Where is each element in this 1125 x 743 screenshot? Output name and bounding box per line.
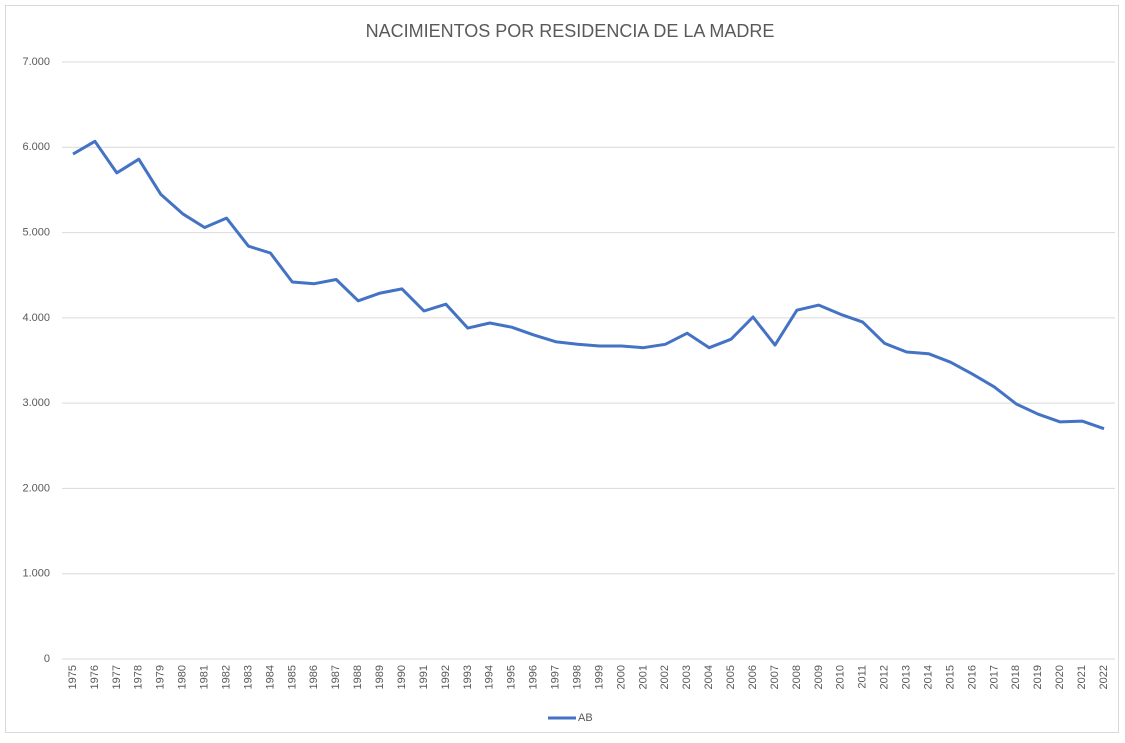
y-tick-label: 0 bbox=[44, 653, 50, 665]
x-tick-label: 1982 bbox=[220, 665, 232, 689]
x-tick-label: 1975 bbox=[67, 665, 79, 689]
x-tick-label: 2000 bbox=[615, 665, 627, 689]
x-tick-label: 2013 bbox=[901, 665, 913, 689]
x-tick-label: 1991 bbox=[418, 665, 430, 689]
x-tick-label: 1983 bbox=[242, 665, 254, 689]
x-tick-label: 1998 bbox=[571, 665, 583, 689]
x-tick-label: 2016 bbox=[966, 665, 978, 689]
y-tick-label: 4.000 bbox=[22, 312, 50, 324]
x-tick-label: 2020 bbox=[1054, 665, 1066, 689]
chart-title: NACIMIENTOS POR RESIDENCIA DE LA MADRE bbox=[366, 21, 775, 41]
x-tick-label: 1994 bbox=[484, 665, 496, 689]
x-tick-label: 1992 bbox=[440, 665, 452, 689]
x-tick-label: 1989 bbox=[374, 665, 386, 689]
x-tick-label: 2012 bbox=[879, 665, 891, 689]
x-tick-label: 1995 bbox=[506, 665, 518, 689]
x-tick-label: 1986 bbox=[308, 665, 320, 689]
legend-label: AB bbox=[578, 712, 593, 724]
x-tick-label: 2006 bbox=[747, 665, 759, 689]
x-tick-label: 1980 bbox=[177, 665, 189, 689]
x-tick-label: 2021 bbox=[1076, 665, 1088, 689]
x-tick-label: 2015 bbox=[944, 665, 956, 689]
x-tick-label: 1988 bbox=[352, 665, 364, 689]
x-tick-label: 2019 bbox=[1032, 665, 1044, 689]
x-tick-label: 2003 bbox=[681, 665, 693, 689]
chart-border bbox=[5, 5, 1119, 733]
x-tick-label: 1978 bbox=[133, 665, 145, 689]
x-tick-label: 2011 bbox=[857, 665, 869, 689]
y-tick-label: 5.000 bbox=[22, 226, 50, 238]
x-tick-label: 1984 bbox=[264, 665, 276, 689]
y-tick-label: 2.000 bbox=[22, 482, 50, 494]
x-tick-label: 2009 bbox=[813, 665, 825, 689]
x-tick-label: 1981 bbox=[199, 665, 211, 689]
x-tick-label: 1976 bbox=[89, 665, 101, 689]
x-tick-label: 1996 bbox=[528, 665, 540, 689]
x-tick-label: 2008 bbox=[791, 665, 803, 689]
x-tick-label: 2018 bbox=[1010, 665, 1022, 689]
x-tick-label: 1990 bbox=[396, 665, 408, 689]
x-tick-label: 2010 bbox=[835, 665, 847, 689]
y-tick-label: 7.000 bbox=[22, 56, 50, 68]
x-tick-label: 1997 bbox=[550, 665, 562, 689]
x-tick-label: 2017 bbox=[988, 665, 1000, 689]
x-tick-label: 2004 bbox=[703, 665, 715, 689]
y-tick-label: 3.000 bbox=[22, 397, 50, 409]
y-tick-label: 6.000 bbox=[22, 141, 50, 153]
x-tick-label: 1987 bbox=[330, 665, 342, 689]
x-tick-label: 2022 bbox=[1098, 665, 1110, 689]
x-tick-label: 1977 bbox=[111, 665, 123, 689]
x-tick-label: 1985 bbox=[286, 665, 298, 689]
y-tick-label: 1.000 bbox=[22, 568, 50, 580]
x-tick-label: 1979 bbox=[155, 665, 167, 689]
x-tick-label: 1993 bbox=[462, 665, 474, 689]
x-tick-label: 2002 bbox=[659, 665, 671, 689]
x-tick-label: 2007 bbox=[769, 665, 781, 689]
x-tick-label: 2001 bbox=[637, 665, 649, 689]
x-tick-label: 2014 bbox=[922, 665, 934, 689]
line-series bbox=[72, 139, 1105, 431]
x-tick-label: 1999 bbox=[593, 665, 605, 689]
x-tick-label: 2005 bbox=[725, 665, 737, 689]
